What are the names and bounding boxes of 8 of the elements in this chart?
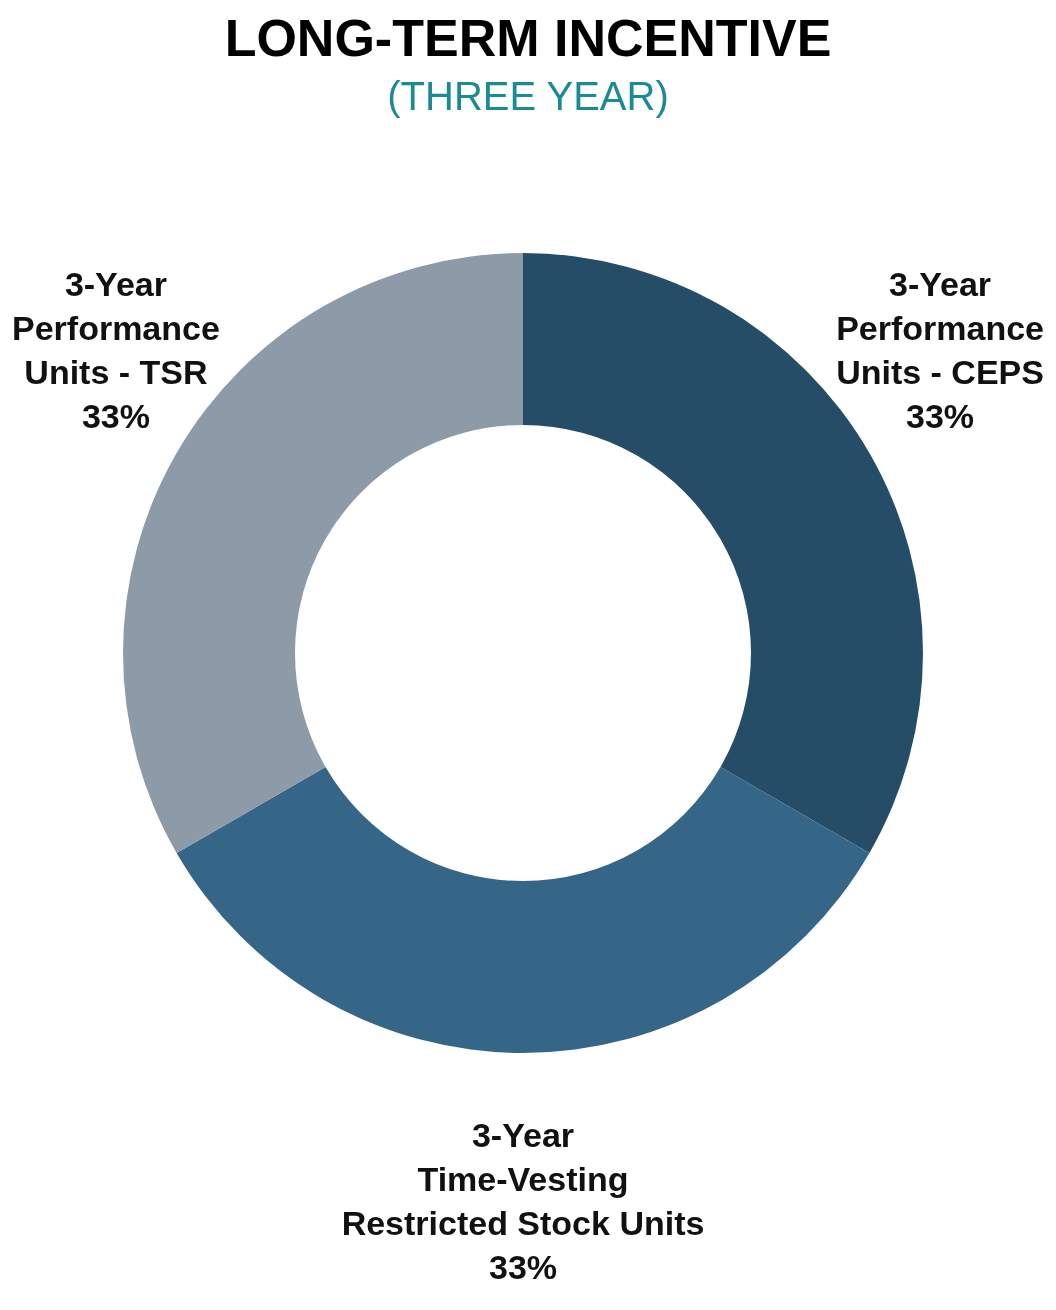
slice-label: 3-Year Time-Vesting Restricted Stock Units (341, 1116, 705, 1243)
data-label: 33% (906, 397, 975, 436)
slice-label: 3-Year Performance Units - TSR (12, 265, 220, 392)
chart-subtitle: (THREE YEAR) (386, 73, 670, 120)
data-label: 33% (488, 1248, 558, 1287)
chart-title: LONG-TERM INCENTIVE (223, 8, 833, 68)
slice-label: 3-Year Performance Units - CEPS (836, 265, 1044, 392)
data-label: 33% (81, 397, 150, 436)
